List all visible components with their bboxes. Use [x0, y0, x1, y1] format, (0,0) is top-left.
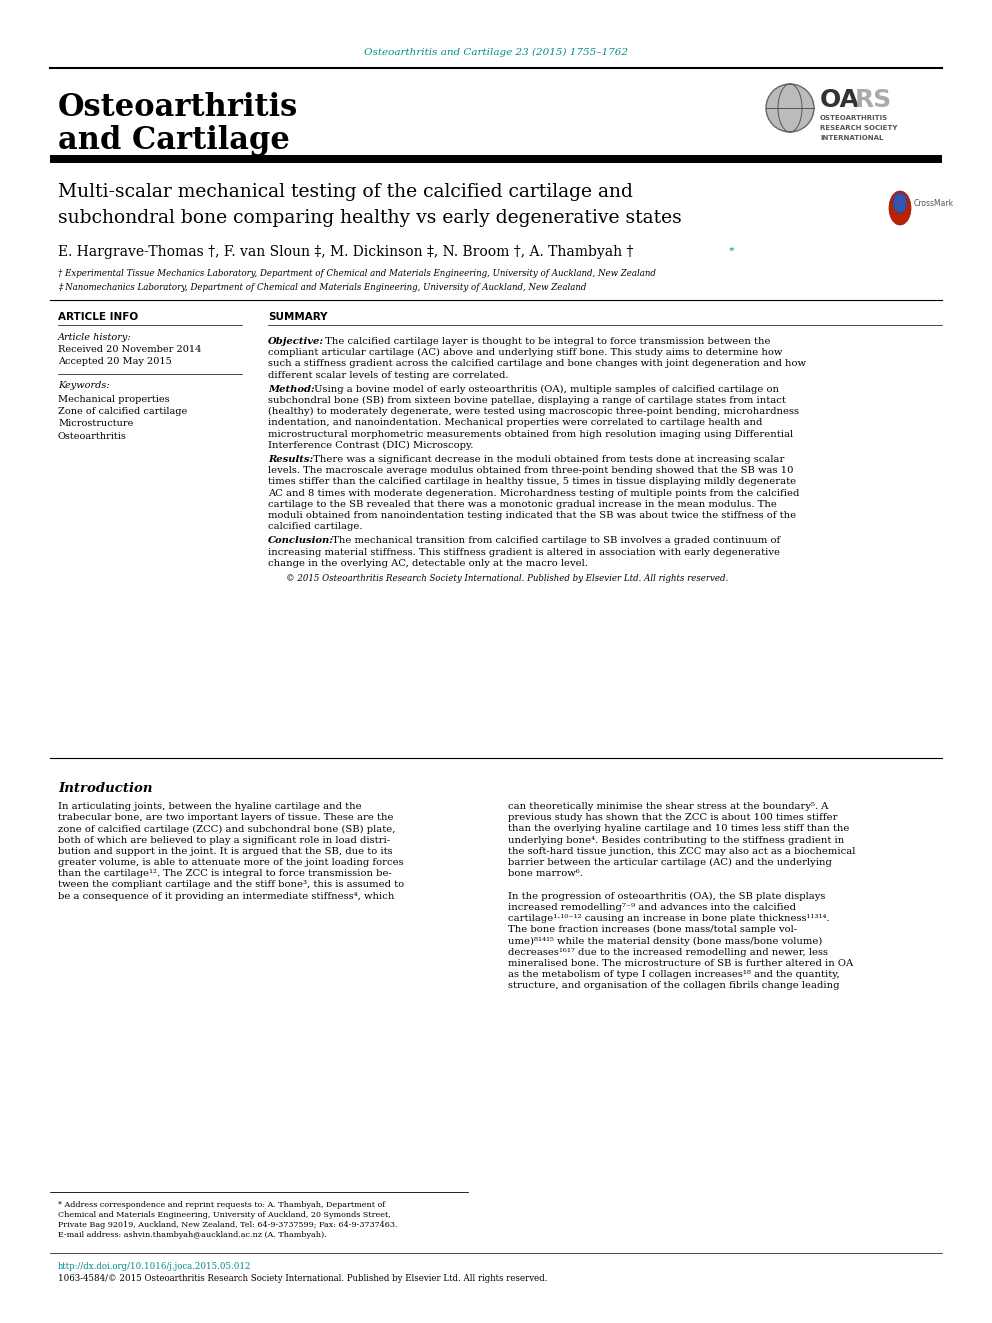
Text: such a stiffness gradient across the calcified cartilage and bone changes with j: such a stiffness gradient across the cal… [268, 360, 806, 368]
Text: microstructural morphometric measurements obtained from high resolution imaging : microstructural morphometric measurement… [268, 430, 794, 439]
Bar [50, 155, 942, 163]
Ellipse shape [893, 193, 907, 213]
Text: Method:: Method: [268, 385, 314, 394]
Text: 1063-4584/© 2015 Osteoarthritis Research Society International. Published by Els: 1063-4584/© 2015 Osteoarthritis Research… [58, 1274, 548, 1283]
Text: Mechanical properties: Mechanical properties [58, 394, 170, 404]
Text: Microstructure: Microstructure [58, 419, 133, 429]
Text: bone marrow⁶.: bone marrow⁶. [508, 869, 583, 878]
Text: In the progression of osteoarthritis (OA), the SB plate displays: In the progression of osteoarthritis (OA… [508, 892, 825, 901]
Text: different scalar levels of testing are correlated.: different scalar levels of testing are c… [268, 370, 509, 380]
Text: INTERNATIONAL: INTERNATIONAL [820, 135, 883, 142]
Text: Article history:: Article history: [58, 332, 132, 341]
Text: OA: OA [820, 89, 860, 112]
Text: decreases¹⁶¹⁷ due to the increased remodelling and newer, less: decreases¹⁶¹⁷ due to the increased remod… [508, 947, 828, 957]
Text: compliant articular cartilage (AC) above and underlying stiff bone. This study a: compliant articular cartilage (AC) above… [268, 348, 783, 357]
Text: Chemical and Materials Engineering, University of Auckland, 20 Symonds Street,: Chemical and Materials Engineering, Univ… [58, 1211, 391, 1218]
Text: trabecular bone, are two important layers of tissue. These are the: trabecular bone, are two important layer… [58, 814, 394, 822]
Text: Multi-scalar mechanical testing of the calcified cartilage and: Multi-scalar mechanical testing of the c… [58, 183, 633, 201]
Text: previous study has shown that the ZCC is about 100 times stiffer: previous study has shown that the ZCC is… [508, 814, 837, 822]
Text: cartilage¹·¹⁰⁻¹² causing an increase in bone plate thickness¹¹³¹⁴.: cartilage¹·¹⁰⁻¹² causing an increase in … [508, 914, 829, 923]
Text: * Address correspondence and reprint requests to: A. Thambyah, Department of: * Address correspondence and reprint req… [58, 1201, 385, 1209]
Text: OSTEOARTHRITIS: OSTEOARTHRITIS [820, 115, 888, 120]
Text: Osteoarthritis and Cartilage 23 (2015) 1755–1762: Osteoarthritis and Cartilage 23 (2015) 1… [364, 48, 628, 57]
Text: Zone of calcified cartilage: Zone of calcified cartilage [58, 407, 187, 415]
Text: increased remodelling⁷⁻⁹ and advances into the calcified: increased remodelling⁷⁻⁹ and advances in… [508, 902, 796, 912]
Text: Received 20 November 2014: Received 20 November 2014 [58, 345, 201, 355]
Text: increasing material stiffness. This stiffness gradient is altered in association: increasing material stiffness. This stif… [268, 548, 780, 557]
Text: The bone fraction increases (bone mass/total sample vol-: The bone fraction increases (bone mass/t… [508, 925, 798, 934]
Text: *: * [726, 247, 734, 257]
Text: Conclusion:: Conclusion: [268, 536, 334, 545]
Text: Using a bovine model of early osteoarthritis (OA), multiple samples of calcified: Using a bovine model of early osteoarthr… [311, 385, 779, 394]
Text: times stiffer than the calcified cartilage in healthy tissue, 5 times in tissue : times stiffer than the calcified cartila… [268, 478, 797, 487]
Text: Introduction: Introduction [58, 782, 153, 795]
Text: Osteoarthritis: Osteoarthritis [58, 433, 127, 441]
Text: AC and 8 times with moderate degeneration. Microhardness testing of multiple poi: AC and 8 times with moderate degeneratio… [268, 488, 800, 497]
Circle shape [766, 83, 814, 132]
Text: bution and support in the joint. It is argued that the SB, due to its: bution and support in the joint. It is a… [58, 847, 393, 856]
Text: than the cartilage¹². The ZCC is integral to force transmission be-: than the cartilage¹². The ZCC is integra… [58, 869, 392, 878]
Text: E-mail address: ashvin.thambyah@auckland.ac.nz (A. Thambyah).: E-mail address: ashvin.thambyah@auckland… [58, 1230, 326, 1240]
Text: moduli obtained from nanoindentation testing indicated that the SB was about twi: moduli obtained from nanoindentation tes… [268, 511, 797, 520]
Text: CrossMark: CrossMark [914, 200, 954, 209]
Text: There was a significant decrease in the moduli obtained from tests done at incre: There was a significant decrease in the … [310, 455, 785, 464]
Text: cartilage to the SB revealed that there was a monotonic gradual increase in the : cartilage to the SB revealed that there … [268, 500, 777, 509]
Text: the soft-hard tissue junction, this ZCC may also act as a biochemical: the soft-hard tissue junction, this ZCC … [508, 847, 855, 856]
Text: both of which are believed to play a significant role in load distri-: both of which are believed to play a sig… [58, 836, 390, 844]
Text: The mechanical transition from calcified cartilage to SB involves a graded conti: The mechanical transition from calcified… [329, 536, 781, 545]
Text: than the overlying hyaline cartilage and 10 times less stiff than the: than the overlying hyaline cartilage and… [508, 824, 849, 833]
Text: RS: RS [855, 89, 892, 112]
Text: structure, and organisation of the collagen fibrils change leading: structure, and organisation of the colla… [508, 982, 839, 990]
Text: zone of calcified cartilage (ZCC) and subchondral bone (SB) plate,: zone of calcified cartilage (ZCC) and su… [58, 824, 396, 833]
Text: subchondral bone (SB) from sixteen bovine patellae, displaying a range of cartil: subchondral bone (SB) from sixteen bovin… [268, 396, 786, 405]
Text: Results:: Results: [268, 455, 313, 464]
Text: mineralised bone. The microstructure of SB is further altered in OA: mineralised bone. The microstructure of … [508, 959, 853, 968]
Text: calcified cartilage.: calcified cartilage. [268, 523, 362, 532]
Text: SUMMARY: SUMMARY [268, 312, 327, 321]
Text: greater volume, is able to attenuate more of the joint loading forces: greater volume, is able to attenuate mor… [58, 859, 404, 867]
Text: In articulating joints, between the hyaline cartilage and the: In articulating joints, between the hyal… [58, 802, 362, 811]
Text: underlying bone⁴. Besides contributing to the stiffness gradient in: underlying bone⁴. Besides contributing t… [508, 836, 844, 844]
Text: (healthy) to moderately degenerate, were tested using macroscopic three-point be: (healthy) to moderately degenerate, were… [268, 407, 799, 417]
Text: Interference Contrast (DIC) Microscopy.: Interference Contrast (DIC) Microscopy. [268, 441, 473, 450]
Text: tween the compliant cartilage and the stiff bone³, this is assumed to: tween the compliant cartilage and the st… [58, 880, 404, 889]
Text: and Cartilage: and Cartilage [58, 124, 290, 156]
Text: can theoretically minimise the shear stress at the boundary⁵. A: can theoretically minimise the shear str… [508, 802, 828, 811]
Text: barrier between the articular cartilage (AC) and the underlying: barrier between the articular cartilage … [508, 859, 832, 867]
Text: change in the overlying AC, detectable only at the macro level.: change in the overlying AC, detectable o… [268, 558, 588, 568]
Text: levels. The macroscale average modulus obtained from three-point bending showed : levels. The macroscale average modulus o… [268, 466, 794, 475]
Text: Accepted 20 May 2015: Accepted 20 May 2015 [58, 357, 172, 366]
Text: Osteoarthritis: Osteoarthritis [58, 93, 299, 123]
Ellipse shape [889, 191, 911, 225]
Text: RESEARCH SOCIETY: RESEARCH SOCIETY [820, 124, 898, 131]
Text: Keywords:: Keywords: [58, 381, 110, 390]
Text: © 2015 Osteoarthritis Research Society International. Published by Elsevier Ltd.: © 2015 Osteoarthritis Research Society I… [286, 574, 728, 583]
Text: be a consequence of it providing an intermediate stiffness⁴, which: be a consequence of it providing an inte… [58, 892, 395, 901]
Text: as the metabolism of type I collagen increases¹⁸ and the quantity,: as the metabolism of type I collagen inc… [508, 970, 840, 979]
Text: ARTICLE INFO: ARTICLE INFO [58, 312, 138, 321]
Text: Objective:: Objective: [268, 337, 324, 347]
Text: ume)⁸¹⁴¹⁵ while the material density (bone mass/bone volume): ume)⁸¹⁴¹⁵ while the material density (bo… [508, 937, 822, 946]
Text: Private Bag 92019, Auckland, New Zealand, Tel: 64-9-3737599; Fax: 64-9-3737463.: Private Bag 92019, Auckland, New Zealand… [58, 1221, 398, 1229]
Text: subchondral bone comparing healthy vs early degenerative states: subchondral bone comparing healthy vs ea… [58, 209, 682, 228]
Text: The calcified cartilage layer is thought to be integral to force transmission be: The calcified cartilage layer is thought… [322, 337, 771, 347]
Text: ‡ Nanomechanics Laboratory, Department of Chemical and Materials Engineering, Un: ‡ Nanomechanics Laboratory, Department o… [58, 283, 586, 291]
Text: † Experimental Tissue Mechanics Laboratory, Department of Chemical and Materials: † Experimental Tissue Mechanics Laborato… [58, 270, 656, 279]
Text: indentation, and nanoindentation. Mechanical properties were correlated to carti: indentation, and nanoindentation. Mechan… [268, 418, 763, 427]
Text: http://dx.doi.org/10.1016/j.joca.2015.05.012: http://dx.doi.org/10.1016/j.joca.2015.05… [58, 1262, 252, 1271]
Text: E. Hargrave-Thomas †, F. van Sloun ‡, M. Dickinson ‡, N. Broom †, A. Thambyah †: E. Hargrave-Thomas †, F. van Sloun ‡, M.… [58, 245, 634, 259]
